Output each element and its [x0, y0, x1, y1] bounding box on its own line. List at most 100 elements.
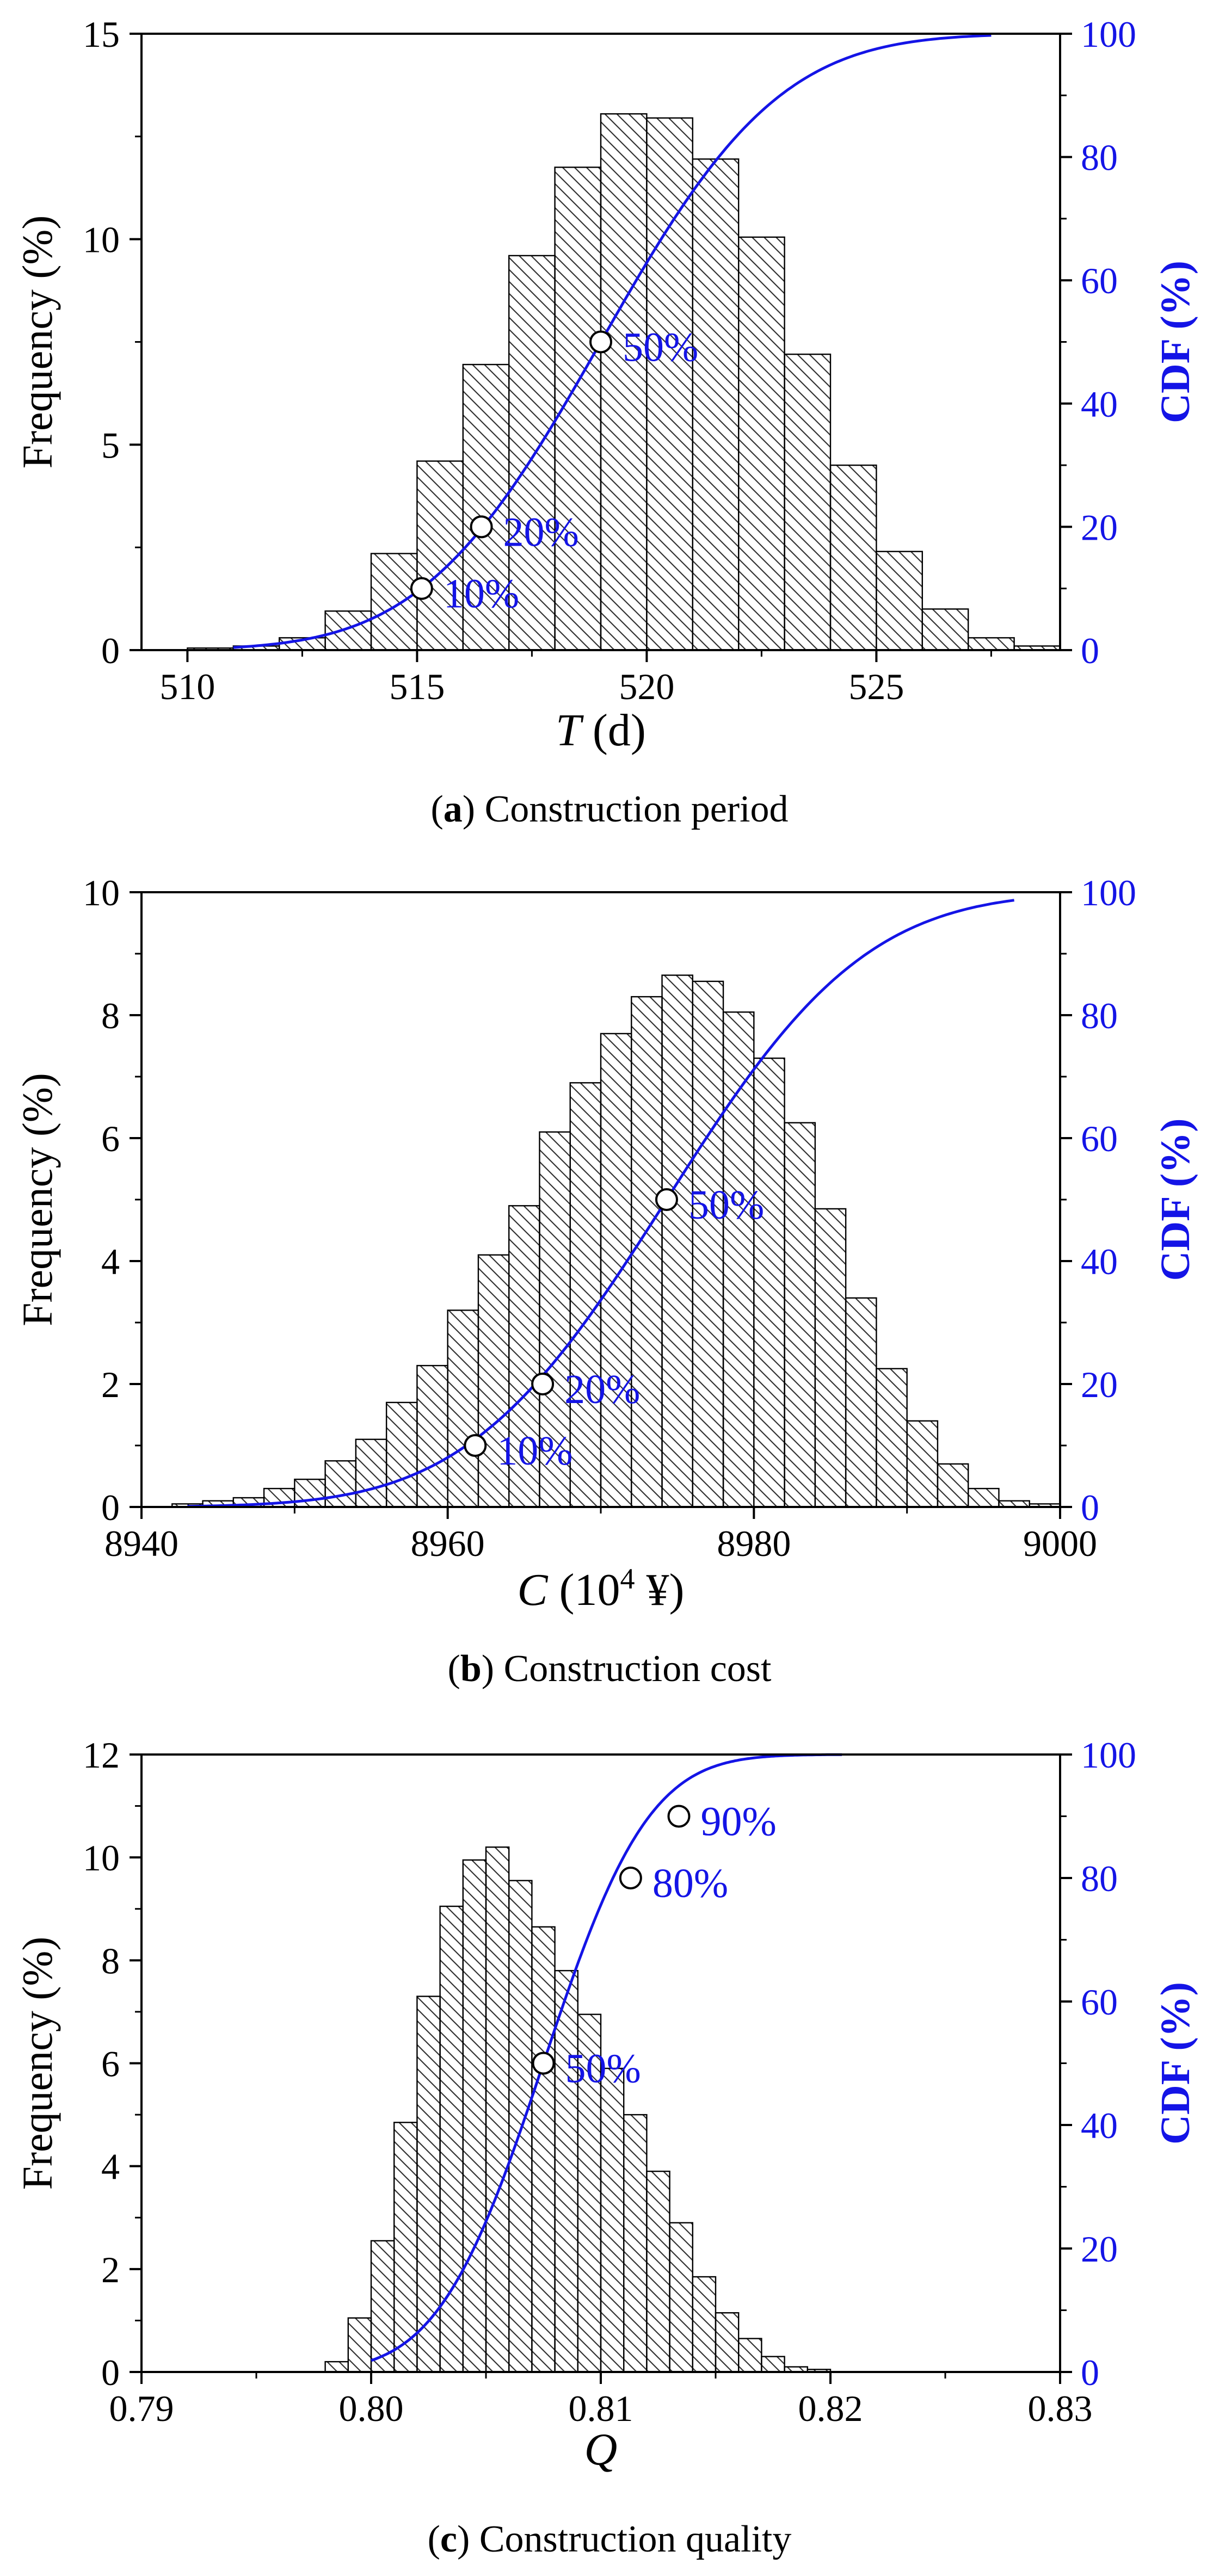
y2-tick-label: 60: [1081, 1981, 1118, 2023]
histogram-bar: [814, 1208, 847, 1508]
histogram-bar: [967, 637, 1015, 651]
caption-paren: ): [457, 2518, 470, 2560]
x-tick-label: 510: [159, 666, 215, 707]
y-tick-label: 8: [101, 1940, 120, 1981]
caption-paren: ): [463, 788, 475, 830]
y-tick-label: 10: [83, 1837, 120, 1879]
y-tick-label: 5: [101, 424, 120, 466]
cdf-marker-label: 90%: [700, 1799, 776, 1845]
x-axis-unit: (10: [548, 1565, 620, 1615]
histogram-bar: [393, 2122, 418, 2373]
y2-tick-label: 80: [1081, 995, 1118, 1036]
y-tick-label: 6: [101, 2043, 120, 2085]
x-tick-label: 0.80: [339, 2388, 404, 2429]
cdf-marker-label: 50%: [623, 325, 698, 370]
histogram-bar: [692, 2276, 717, 2373]
x-axis-unit: (d): [581, 705, 646, 756]
chart-panel-b: 10%20%50%8940 8960 8980 9000024681002040608…: [14, 872, 1198, 1690]
histogram-bar: [439, 1905, 464, 2373]
histogram-bars: [171, 974, 1061, 1508]
caption-paren: ): [482, 1648, 494, 1690]
x-axis-variable: C: [518, 1565, 549, 1615]
histogram-bar: [485, 1846, 510, 2373]
caption-letter: b: [460, 1648, 482, 1690]
histogram-bar: [324, 2361, 349, 2373]
histogram-bar: [876, 1368, 908, 1508]
y-tick-label: 10: [83, 219, 120, 261]
histogram-bar: [347, 2317, 372, 2373]
caption-text: Construction period: [475, 788, 788, 830]
histogram-bar: [967, 1487, 1000, 1508]
histogram-bar: [906, 1420, 939, 1508]
histogram-bar: [539, 1131, 571, 1508]
histogram-bar: [508, 1880, 533, 2373]
cdf-marker-label: 20%: [503, 509, 579, 555]
histogram-bar: [829, 464, 877, 651]
caption-paren: (: [428, 2518, 440, 2560]
histogram-bars: [324, 1846, 832, 2373]
histogram-bar: [623, 2114, 648, 2373]
cdf-marker: [532, 2052, 555, 2075]
cdf-marker: [470, 515, 493, 539]
histogram-bar: [416, 460, 464, 651]
x-axis-variable: T: [556, 705, 584, 756]
chart-panel-a: 10%20%50%510 515 520 525051015020406080100F…: [14, 14, 1198, 830]
y2-axis-label: CDF (%): [1153, 1982, 1198, 2145]
y2-tick-label: 20: [1081, 2228, 1118, 2270]
y2-tick-label: 40: [1081, 1241, 1118, 1282]
cdf-line: [187, 899, 1014, 1508]
y-axis-label: Frequency (%): [14, 1937, 61, 2190]
cdf-marker-label: 10%: [444, 571, 519, 617]
y2-tick-label: 20: [1081, 1364, 1118, 1405]
y2-tick-label: 20: [1081, 506, 1118, 548]
x-tick-label: 520: [619, 666, 674, 707]
cdf-marker-label: 20%: [564, 1367, 640, 1412]
panel-caption: (a) Construction period: [430, 788, 788, 830]
x-tick-label: 525: [848, 666, 904, 707]
histogram-bar: [447, 1309, 479, 1508]
cdf-marker-label: 50%: [688, 1182, 764, 1228]
histogram-bar: [784, 353, 832, 651]
histogram-bar: [531, 1926, 556, 2373]
histogram-bars: [187, 113, 1061, 651]
cdf-marker-label: 80%: [652, 1861, 728, 1906]
histogram-bar: [370, 553, 418, 651]
x-axis-variable: Q: [584, 2424, 618, 2475]
y2-tick-label: 60: [1081, 260, 1118, 301]
histogram-bar: [324, 610, 372, 651]
histogram-bar: [753, 1057, 785, 1508]
histogram-bar: [737, 2338, 762, 2373]
histogram-bar: [921, 608, 969, 651]
histogram-bar: [646, 117, 694, 651]
histogram-bar: [294, 1478, 326, 1508]
cdf-marker: [589, 330, 612, 354]
y2-tick-label: 60: [1081, 1118, 1118, 1159]
x-tick-label: 0.83: [1028, 2388, 1093, 2429]
y-tick-label: 0: [101, 1487, 120, 1528]
histogram-bar: [508, 1205, 540, 1508]
x-tick-label: 8940: [104, 1523, 178, 1564]
y2-tick-label: 100: [1081, 14, 1136, 55]
histogram-bar: [508, 255, 556, 651]
histogram-bar: [876, 551, 924, 651]
histogram-bar: [661, 974, 693, 1508]
y2-tick-label: 80: [1081, 1858, 1118, 1899]
histogram-bar: [600, 2067, 625, 2373]
caption-text: Construction cost: [494, 1648, 772, 1690]
y-tick-label: 15: [83, 14, 120, 55]
histogram-bar: [554, 1970, 578, 2373]
y2-tick-label: 0: [1081, 630, 1099, 671]
histogram-bar: [569, 1082, 602, 1508]
histogram-bar: [385, 1401, 418, 1508]
cdf-line: [371, 1753, 842, 2362]
y-axis-label: Frequency (%): [14, 1073, 61, 1326]
y-tick-label: 0: [101, 630, 120, 671]
caption-letter: c: [440, 2518, 457, 2560]
cdf-marker: [410, 577, 433, 600]
histogram-bar: [737, 236, 785, 651]
x-axis-unit-exponent: 4: [620, 1562, 635, 1595]
y-tick-label: 2: [101, 1364, 120, 1405]
histogram-bar: [370, 2240, 395, 2373]
cdf-marker-label: 50%: [565, 2046, 641, 2092]
